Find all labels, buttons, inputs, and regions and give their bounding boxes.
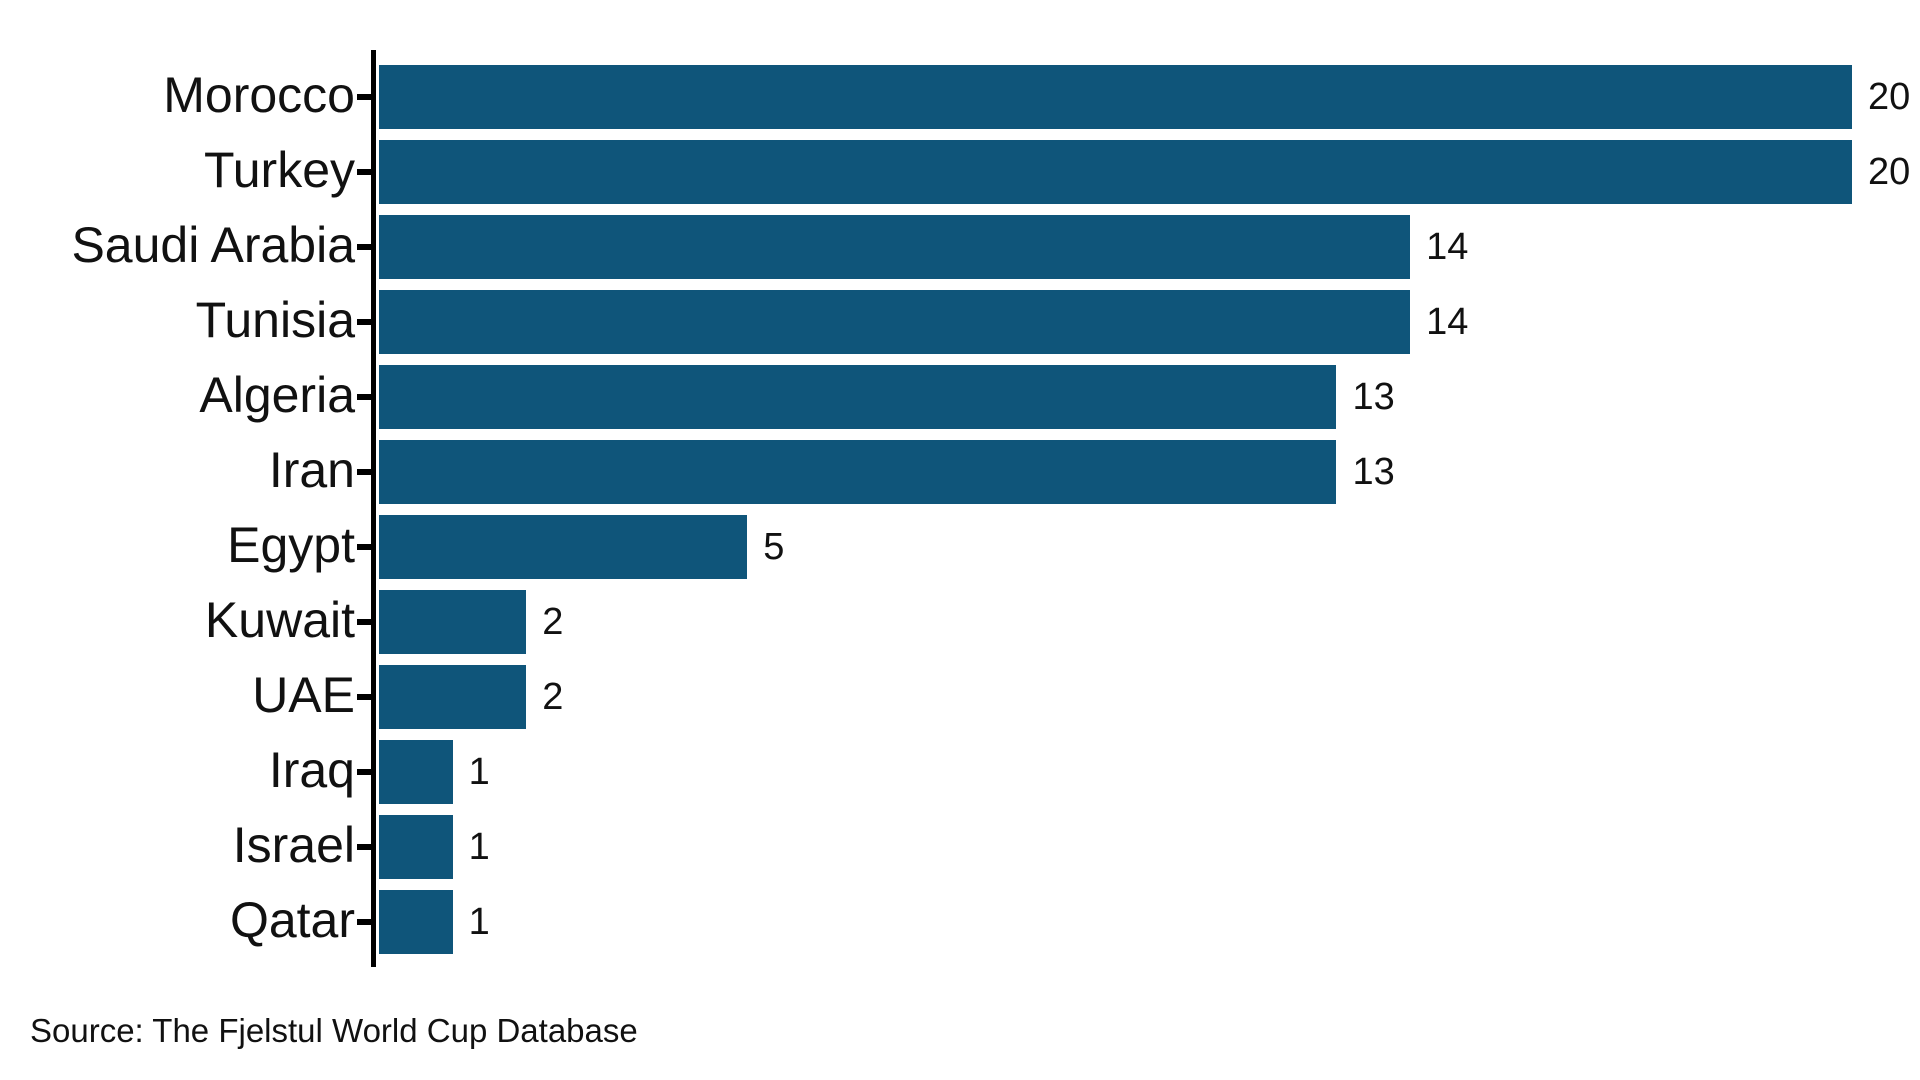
value-label: 20 [1868, 75, 1911, 118]
value-label: 5 [763, 525, 785, 568]
category-label: Algeria [199, 366, 355, 423]
bar-row: Iraq 1 [0, 734, 1920, 809]
bar [379, 439, 1337, 504]
value-label: 2 [542, 600, 564, 643]
bar-row: Saudi Arabia 14 [0, 209, 1920, 284]
bar-area: 1 [373, 809, 1920, 884]
category-label: Israel [232, 816, 355, 873]
category-label: Qatar [229, 891, 355, 948]
bar-area: 13 [373, 434, 1920, 509]
bar [379, 514, 748, 579]
bar-row: Turkey 20 [0, 134, 1920, 209]
axis-tick-mark [357, 168, 373, 175]
bar-area: 2 [373, 584, 1920, 659]
bar-row: Morocco 20 [0, 59, 1920, 134]
axis-tick-mark [357, 243, 373, 250]
y-axis-line [371, 50, 376, 967]
bar-area: 14 [373, 209, 1920, 284]
bar-area: 13 [373, 359, 1920, 434]
bar-row: Tunisia 14 [0, 284, 1920, 359]
bar [379, 364, 1337, 429]
bar-rows-container: Morocco 20 Turkey 20 Saudi Arabia 14 Tun… [0, 59, 1920, 959]
category-label: Turkey [204, 141, 355, 198]
bar-row: Israel 1 [0, 809, 1920, 884]
axis-tick-mark [357, 693, 373, 700]
bar-area: 20 [373, 59, 1920, 134]
category-label: Kuwait [204, 591, 355, 648]
value-label: 1 [468, 900, 490, 943]
axis-tick-mark [357, 93, 373, 100]
category-label: Iraq [268, 741, 355, 798]
bar [379, 889, 453, 954]
bar-area: 14 [373, 284, 1920, 359]
category-label: Morocco [163, 66, 355, 123]
bar [379, 64, 1852, 129]
axis-tick-mark [357, 843, 373, 850]
value-label: 14 [1426, 225, 1469, 268]
value-label: 13 [1352, 450, 1395, 493]
bar-area: 5 [373, 509, 1920, 584]
bar [379, 589, 527, 654]
bar-row: Kuwait 2 [0, 584, 1920, 659]
category-label: UAE [252, 666, 355, 723]
bar-row: Egypt 5 [0, 509, 1920, 584]
category-label: Egypt [227, 516, 355, 573]
bar-row: Algeria 13 [0, 359, 1920, 434]
value-label: 1 [468, 750, 490, 793]
axis-tick-mark [357, 393, 373, 400]
value-label: 1 [468, 825, 490, 868]
bar [379, 814, 453, 879]
bar [379, 139, 1852, 204]
value-label: 13 [1352, 375, 1395, 418]
value-label: 20 [1868, 150, 1911, 193]
bar [379, 739, 453, 804]
category-label: Saudi Arabia [71, 216, 355, 273]
bar-row: UAE 2 [0, 659, 1920, 734]
source-note: Source: The Fjelstul World Cup Database [30, 1012, 638, 1049]
bar-area: 1 [373, 734, 1920, 809]
bar-area: 2 [373, 659, 1920, 734]
bar-area: 20 [373, 134, 1920, 209]
axis-tick-mark [357, 318, 373, 325]
bar-row: Qatar 1 [0, 884, 1920, 959]
bar [379, 664, 527, 729]
axis-tick-mark [357, 618, 373, 625]
category-label: Tunisia [195, 291, 355, 348]
bar [379, 214, 1411, 279]
bar-row: Iran 13 [0, 434, 1920, 509]
bar-area: 1 [373, 884, 1920, 959]
axis-tick-mark [357, 468, 373, 475]
value-label: 2 [542, 675, 564, 718]
axis-tick-mark [357, 543, 373, 550]
axis-tick-mark [357, 768, 373, 775]
axis-tick-mark [357, 918, 373, 925]
bar [379, 289, 1411, 354]
category-label: Iran [268, 441, 355, 498]
value-label: 14 [1426, 300, 1469, 343]
